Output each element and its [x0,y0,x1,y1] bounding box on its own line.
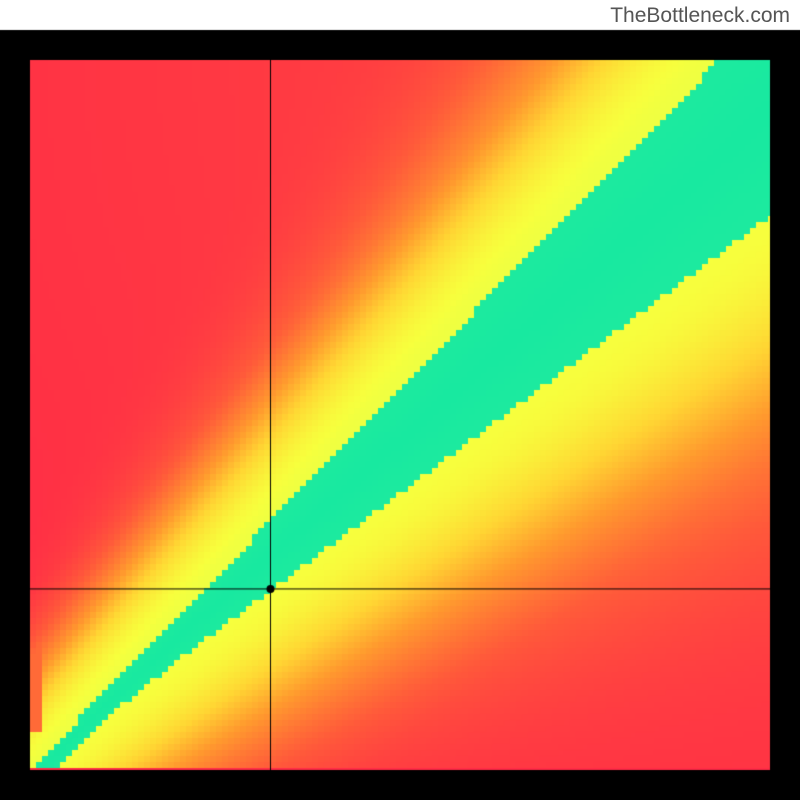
chart-container: TheBottleneck.com [0,0,800,800]
heatmap-canvas [0,0,800,800]
watermark-text: TheBottleneck.com [610,4,790,28]
